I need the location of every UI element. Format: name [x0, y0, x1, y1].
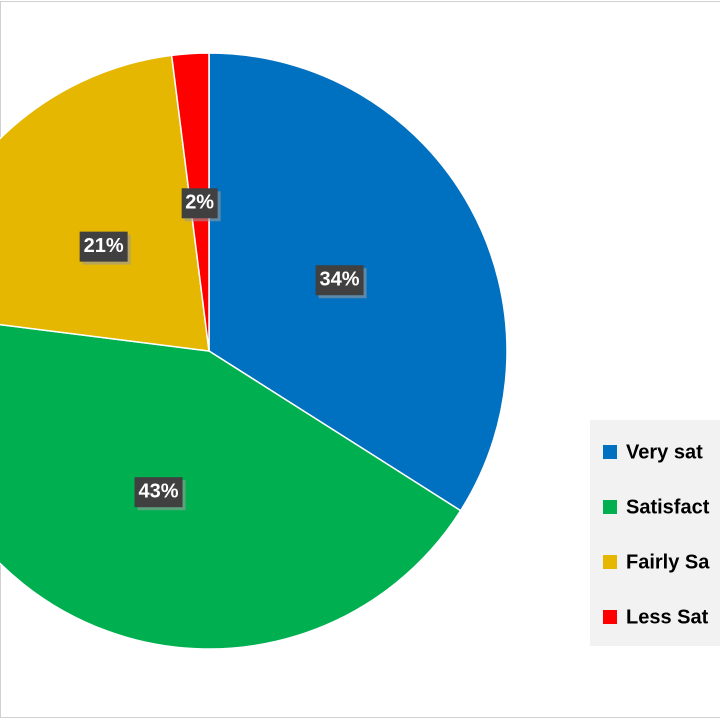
legend-label: Less Sat: [626, 606, 709, 628]
data-label: 43%: [139, 480, 179, 502]
data-label-box: [79, 231, 128, 262]
legend-label: Very sat: [626, 441, 703, 463]
legend-label: Satisfact: [626, 496, 710, 518]
data-label: 21%: [84, 235, 124, 257]
data-label-box: [181, 188, 218, 219]
pie-slice: [0, 54, 210, 352]
data-label-box: [315, 265, 364, 296]
legend-swatch: [603, 555, 617, 569]
legend-swatch: [603, 500, 617, 514]
data-label-box: [134, 477, 183, 508]
data-label: 34%: [320, 268, 360, 290]
legend-label: Fairly Sa: [626, 551, 710, 573]
legend-swatch: [603, 445, 617, 459]
legend-swatch: [603, 610, 617, 624]
pie-slice: [0, 323, 462, 650]
data-label: 2%: [185, 192, 214, 214]
